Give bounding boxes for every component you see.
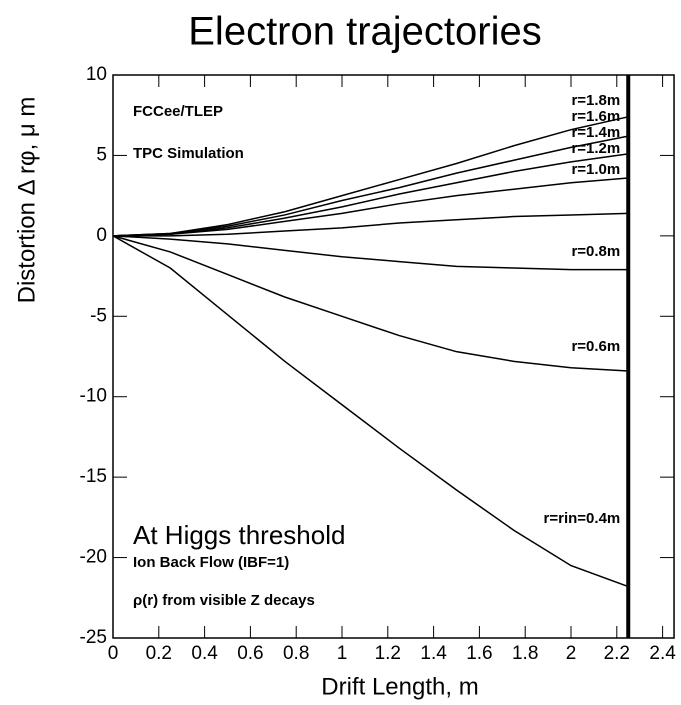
y-tick-label: 10 xyxy=(86,64,107,85)
x-tick-label: 0.6 xyxy=(237,643,263,664)
series-label: r=0.8m xyxy=(571,243,620,260)
series-line xyxy=(112,135,629,237)
series-line xyxy=(112,235,629,588)
series-label: r=1.8m xyxy=(571,92,620,109)
x-tick-label: 2 xyxy=(566,643,577,664)
annotation: Ion Back Flow (IBF=1) xyxy=(133,554,289,571)
annotation: TPC Simulation xyxy=(133,145,244,162)
annotation: ρ(r) from visible Z decays xyxy=(133,592,315,609)
series-line xyxy=(112,235,629,271)
annotation: FCCee/TLEP xyxy=(133,103,223,120)
x-tick-label: 1.6 xyxy=(466,643,492,664)
series-line xyxy=(112,153,629,237)
x-tick-label: 0.4 xyxy=(191,643,218,664)
x-tick-label: 1.2 xyxy=(375,643,401,664)
series-label: r=1.6m xyxy=(571,108,620,125)
x-tick-label: 1.4 xyxy=(420,643,447,664)
y-tick-label: -25 xyxy=(80,627,107,648)
y-tick-label: 0 xyxy=(96,225,107,246)
series-line xyxy=(112,235,629,372)
x-tick-label: 0.8 xyxy=(283,643,309,664)
y-tick-label: -15 xyxy=(80,466,107,487)
series-label: r=rin=0.4m xyxy=(544,510,621,527)
x-tick-label: 0 xyxy=(108,643,119,664)
x-axis-label: Drift Length, m xyxy=(321,673,478,700)
plot-frame xyxy=(112,74,675,639)
y-axis-label: Distortion Δ rφ, μ m xyxy=(13,97,40,304)
y-tick-label: 5 xyxy=(96,144,107,165)
annotation: At Higgs threshold xyxy=(133,520,345,550)
chart-title: Electron trajectories xyxy=(188,10,541,54)
series-line xyxy=(112,177,629,237)
x-tick-label: 1.8 xyxy=(512,643,538,664)
y-tick-label: -10 xyxy=(80,386,107,407)
x-tick-label: 0.2 xyxy=(146,643,172,664)
x-tick-label: 1 xyxy=(337,643,348,664)
series-line xyxy=(112,116,629,237)
series-label: r=1.0m xyxy=(571,161,620,178)
series-label: r=0.6m xyxy=(571,338,620,355)
series-label: r=1.2m xyxy=(571,140,620,157)
series-label: r=1.4m xyxy=(571,124,620,141)
x-tick-label: 2.2 xyxy=(604,643,630,664)
y-tick-label: -5 xyxy=(90,305,107,326)
series-line xyxy=(113,212,629,237)
x-tick-label: 2.4 xyxy=(649,643,676,664)
y-tick-label: -20 xyxy=(80,547,107,568)
